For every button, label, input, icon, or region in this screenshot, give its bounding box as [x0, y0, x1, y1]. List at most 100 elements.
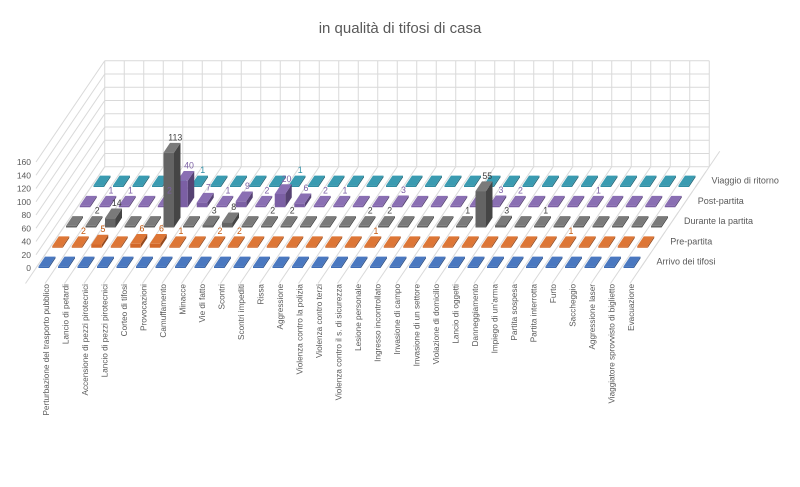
category-label: Violenza contro la polizia: [295, 284, 304, 375]
bar-front-face: [450, 205, 461, 208]
bar-side-face: [427, 216, 434, 228]
bar-side-face: [550, 236, 557, 248]
y-tick-label: 40: [22, 237, 32, 247]
bar-top-face: [522, 175, 540, 186]
bar-front-face: [124, 225, 135, 228]
bar-front-face: [97, 266, 108, 268]
bar-side-face: [213, 215, 220, 228]
bar-side-face: [466, 216, 473, 228]
bar-top-face: [520, 236, 538, 247]
bar-top-face: [664, 195, 682, 206]
bar-front-face: [561, 185, 572, 187]
gridline-floor-diagonal: [532, 166, 613, 284]
bar-top-face: [163, 142, 181, 153]
bar-top-face: [313, 195, 331, 206]
bar-front-face: [350, 266, 361, 268]
bar-side-face: [263, 256, 270, 268]
gridline-depth-tick: [667, 211, 679, 228]
bar-top-face: [559, 236, 577, 247]
bar-top-face: [58, 256, 75, 267]
bar-side-face: [460, 195, 468, 208]
gridline-leftwall: [35, 153, 106, 256]
category-label: Invasione di un settore: [412, 284, 421, 367]
bar-front-face: [620, 185, 631, 187]
bar-top-face: [567, 195, 585, 206]
bar-top-face: [411, 195, 429, 206]
bar-top-face: [403, 236, 421, 247]
bar-side-face: [205, 256, 212, 268]
gridline-floor-diagonal: [259, 166, 340, 284]
gridline-floor-diagonal: [356, 166, 437, 284]
category-label: Aggressione: [276, 284, 285, 330]
bar-front-face: [292, 266, 303, 268]
bar-top-face: [475, 181, 493, 192]
bar-front-face: [77, 266, 88, 268]
bar-side-face: [491, 236, 499, 248]
bar-front-face: [196, 202, 208, 208]
bar-top-face: [378, 216, 395, 226]
category-label: Violenza contro il s. di sicurezza: [334, 284, 343, 401]
bar-side-face: [232, 212, 239, 228]
bar-front-face: [464, 185, 475, 187]
chart-title: in qualità di tifosi di casa: [319, 20, 482, 37]
bar-top-face: [545, 256, 563, 267]
bar-side-face: [310, 216, 317, 228]
bar-side-face: [402, 195, 409, 208]
bar-side-face: [533, 175, 540, 187]
bar-top-face: [514, 216, 532, 226]
bar-side-face: [369, 216, 376, 228]
bar-front-face: [319, 225, 330, 228]
bar-side-face: [435, 175, 442, 187]
bar-side-face: [316, 236, 323, 248]
bar-front-face: [274, 194, 286, 208]
bar-top-face: [487, 256, 504, 267]
bar-side-face: [382, 195, 390, 208]
bar-side-face: [104, 175, 111, 187]
bar-top-face: [464, 175, 481, 186]
bar-side-face: [630, 175, 637, 187]
bar-top-face: [598, 236, 616, 247]
gridline-floor-diagonal: [181, 166, 262, 284]
bar-top-face: [93, 175, 111, 186]
bar-front-face: [370, 266, 381, 268]
gridline-floor-diagonal: [434, 166, 515, 284]
category-label: Violazione di domicilio: [432, 284, 441, 365]
bar-top-face: [422, 236, 440, 247]
bar-front-face: [448, 266, 459, 268]
y-tick-label: 60: [22, 223, 32, 233]
bar-top-face: [366, 175, 384, 186]
data-label: 1: [226, 185, 231, 195]
bar-front-face: [539, 246, 551, 248]
bar-front-face: [163, 152, 174, 228]
bar-front-face: [116, 266, 127, 268]
bar-top-face: [71, 236, 89, 247]
bar-front-face: [553, 225, 564, 228]
bar-front-face: [542, 185, 553, 187]
bar-top-face: [678, 175, 696, 186]
category-label: Aggressione laser: [588, 284, 597, 350]
bar-side-face: [90, 195, 97, 208]
bar-side-face: [433, 236, 440, 248]
bar-top-face: [417, 216, 434, 226]
bar-side-face: [324, 195, 331, 208]
bar-front-face: [280, 225, 291, 228]
bar-side-face: [318, 175, 325, 187]
bar-top-face: [311, 256, 329, 267]
bar-side-face: [608, 236, 616, 248]
category-label: Ingresso incontrollato: [373, 284, 382, 362]
bar-front-face: [227, 246, 239, 248]
bar-side-face: [244, 256, 251, 268]
category-label: Saccheggio: [568, 284, 577, 327]
bar-front-face: [333, 205, 344, 208]
bar-side-face: [634, 256, 641, 268]
bar-top-face: [233, 256, 251, 267]
bar-front-face: [344, 246, 356, 248]
bar-side-face: [146, 256, 153, 268]
data-label: 7: [206, 182, 211, 192]
bar-front-face: [405, 185, 416, 187]
bar-front-face: [639, 185, 650, 187]
gridline-floor-diagonal: [64, 166, 145, 284]
bar-front-face: [526, 266, 537, 268]
bar-top-face: [208, 236, 226, 247]
bar-front-face: [188, 246, 200, 248]
